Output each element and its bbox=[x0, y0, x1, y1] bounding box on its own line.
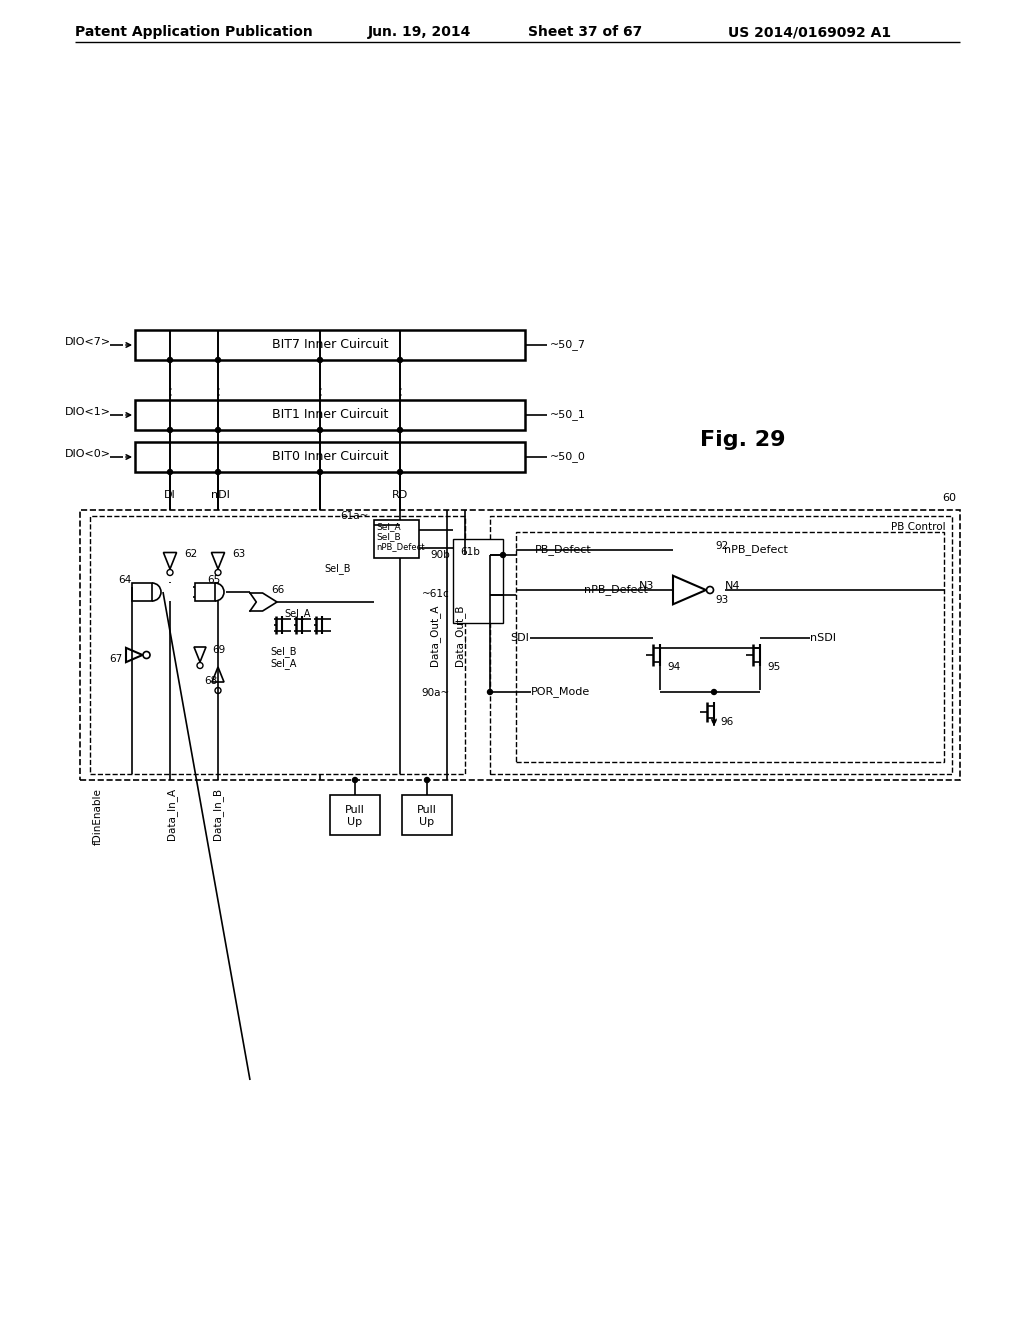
Text: Data_In_B: Data_In_B bbox=[213, 788, 223, 840]
Circle shape bbox=[352, 777, 357, 783]
Circle shape bbox=[215, 358, 220, 363]
Text: PB Control: PB Control bbox=[891, 521, 946, 532]
Text: :: : bbox=[168, 384, 173, 400]
Text: 66: 66 bbox=[271, 585, 285, 595]
Text: :: : bbox=[397, 384, 402, 400]
Text: Patent Application Publication: Patent Application Publication bbox=[75, 25, 312, 40]
Text: ~50_1: ~50_1 bbox=[550, 409, 586, 421]
Text: ~50_0: ~50_0 bbox=[550, 451, 586, 462]
Bar bbox=[516, 532, 944, 762]
Text: 60: 60 bbox=[942, 492, 956, 503]
Text: nDI: nDI bbox=[211, 490, 229, 500]
Text: 93: 93 bbox=[715, 595, 728, 605]
Bar bbox=[135, 442, 525, 473]
Text: DIO<0>: DIO<0> bbox=[65, 449, 111, 459]
Text: Sel_B: Sel_B bbox=[270, 647, 297, 657]
Bar bbox=[195, 583, 215, 601]
Text: SDI: SDI bbox=[510, 634, 529, 643]
Text: Pull: Pull bbox=[417, 805, 437, 814]
Text: 62: 62 bbox=[184, 549, 198, 558]
Text: Data_Out_B: Data_Out_B bbox=[455, 605, 466, 665]
Text: 65: 65 bbox=[207, 576, 220, 585]
Text: 95: 95 bbox=[767, 663, 780, 672]
Bar bbox=[374, 520, 419, 558]
Text: 64: 64 bbox=[118, 576, 131, 585]
Text: Data_In_A: Data_In_A bbox=[167, 788, 177, 840]
Text: 90b: 90b bbox=[430, 550, 450, 560]
Text: 63: 63 bbox=[232, 549, 246, 558]
Circle shape bbox=[397, 470, 402, 474]
Text: DI: DI bbox=[164, 490, 176, 500]
Circle shape bbox=[425, 777, 429, 783]
Text: 94: 94 bbox=[667, 663, 680, 672]
Circle shape bbox=[397, 428, 402, 433]
Text: Sel_B: Sel_B bbox=[324, 564, 350, 574]
Text: 90a~: 90a~ bbox=[422, 688, 450, 698]
Text: RD: RD bbox=[392, 490, 409, 500]
Text: Up: Up bbox=[420, 817, 434, 828]
Text: Pull: Pull bbox=[345, 805, 365, 814]
Text: ~50_7: ~50_7 bbox=[550, 339, 586, 350]
Text: Fig. 29: Fig. 29 bbox=[700, 430, 785, 450]
Text: BIT7 Inner Cuircuit: BIT7 Inner Cuircuit bbox=[271, 338, 388, 351]
Text: 96: 96 bbox=[720, 717, 733, 727]
Bar bbox=[330, 795, 380, 836]
Circle shape bbox=[168, 358, 172, 363]
Circle shape bbox=[168, 470, 172, 474]
Bar bbox=[80, 510, 961, 780]
Text: Sel_A: Sel_A bbox=[376, 523, 400, 532]
Text: Sel_B: Sel_B bbox=[376, 532, 400, 541]
Circle shape bbox=[712, 689, 717, 694]
Text: :: : bbox=[215, 384, 220, 400]
Bar bbox=[453, 539, 503, 623]
Text: PB_Defect: PB_Defect bbox=[535, 545, 592, 556]
Text: 69: 69 bbox=[212, 645, 225, 655]
Text: Sheet 37 of 67: Sheet 37 of 67 bbox=[528, 25, 642, 40]
Text: N3: N3 bbox=[639, 581, 654, 591]
Text: nPB_Defect: nPB_Defect bbox=[724, 545, 787, 556]
Text: BIT1 Inner Cuircuit: BIT1 Inner Cuircuit bbox=[271, 408, 388, 421]
Bar bbox=[490, 516, 952, 774]
Text: N4: N4 bbox=[725, 581, 740, 591]
Circle shape bbox=[501, 553, 506, 557]
Text: 68: 68 bbox=[204, 676, 217, 686]
Circle shape bbox=[317, 470, 323, 474]
Text: 61b: 61b bbox=[460, 546, 480, 557]
Circle shape bbox=[168, 428, 172, 433]
Circle shape bbox=[317, 358, 323, 363]
Text: DIO<7>: DIO<7> bbox=[65, 337, 112, 347]
Text: BIT0 Inner Cuircuit: BIT0 Inner Cuircuit bbox=[271, 450, 388, 463]
Bar bbox=[135, 330, 525, 360]
Text: :: : bbox=[317, 384, 323, 400]
Bar bbox=[135, 400, 525, 430]
Text: nPB_Defect: nPB_Defect bbox=[376, 543, 425, 552]
Text: nSDI: nSDI bbox=[810, 634, 836, 643]
Text: Sel_A: Sel_A bbox=[284, 609, 310, 619]
Bar bbox=[402, 795, 452, 836]
Text: Sel_A: Sel_A bbox=[270, 659, 296, 669]
Text: Data_Out_A: Data_Out_A bbox=[429, 605, 440, 665]
Text: DIO<1>: DIO<1> bbox=[65, 407, 111, 417]
Text: POR_Mode: POR_Mode bbox=[531, 686, 590, 697]
Text: US 2014/0169092 A1: US 2014/0169092 A1 bbox=[728, 25, 891, 40]
Bar bbox=[90, 516, 465, 774]
Circle shape bbox=[487, 689, 493, 694]
Text: 67: 67 bbox=[109, 653, 122, 664]
Circle shape bbox=[215, 470, 220, 474]
Text: Up: Up bbox=[347, 817, 362, 828]
Circle shape bbox=[397, 358, 402, 363]
Bar bbox=[132, 583, 152, 601]
Text: fDinEnable: fDinEnable bbox=[93, 788, 103, 845]
Circle shape bbox=[317, 428, 323, 433]
Text: Jun. 19, 2014: Jun. 19, 2014 bbox=[368, 25, 471, 40]
Text: ~61c: ~61c bbox=[422, 589, 450, 599]
Circle shape bbox=[215, 428, 220, 433]
Text: 61a~: 61a~ bbox=[341, 511, 369, 521]
Text: nPB_Defect: nPB_Defect bbox=[584, 585, 648, 595]
Text: 92: 92 bbox=[715, 541, 728, 550]
